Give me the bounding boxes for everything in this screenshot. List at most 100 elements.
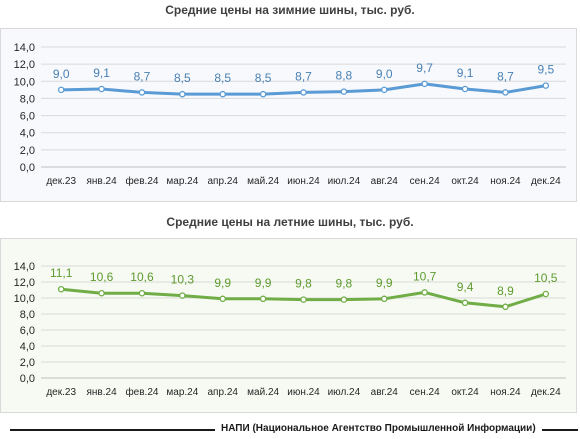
data-label: 9,7	[416, 61, 433, 75]
x-tick-label: дек.23	[46, 387, 76, 398]
y-tick-label: 2,0	[20, 357, 35, 369]
data-label: 9,0	[376, 67, 393, 81]
data-label: 9,4	[457, 280, 474, 294]
x-tick-label: мар.24	[166, 176, 198, 187]
x-tick-label: сен.24	[410, 387, 440, 398]
data-point	[98, 85, 105, 93]
x-tick-label: мар.24	[166, 387, 198, 398]
summer-tire-chart: 0,0 2,0 4,0 6,0 8,0 10,0 12,0 14,0 дек.23 янв.24 ф…	[14, 261, 566, 398]
x-tick-label: янв.24	[86, 176, 117, 187]
data-label: 9,8	[295, 277, 312, 291]
x-tick-label: авг.24	[371, 176, 399, 187]
y-tick-label: 6,0	[20, 325, 35, 337]
data-point	[219, 90, 226, 98]
x-tick-label: фев.24	[125, 386, 158, 398]
x-tick-label: ноя.24	[490, 387, 521, 398]
data-label: 9,5	[537, 63, 554, 77]
data-point	[179, 90, 186, 98]
data-point	[219, 295, 226, 303]
data-label: 8,8	[336, 69, 353, 83]
data-point	[138, 289, 146, 297]
y-tick-label: 0,0	[20, 162, 35, 174]
y-tick-label: 14,0	[14, 42, 35, 54]
data-point	[57, 86, 65, 94]
data-label: 11,1	[50, 266, 73, 280]
data-point	[259, 295, 267, 303]
data-point	[300, 89, 307, 96]
chart-title-winter: Средние цены на зимние шины, тыс. руб.	[165, 3, 415, 17]
x-tick-label: май.24	[247, 176, 279, 187]
data-label: 9,1	[457, 66, 474, 80]
data-label: 8,5	[255, 71, 272, 85]
data-point	[381, 86, 388, 94]
data-label: 8,9	[497, 284, 514, 298]
y-tick-label: 4,0	[20, 128, 35, 140]
data-point	[381, 295, 388, 303]
y-tick-label: 12,0	[14, 59, 35, 71]
x-tick-label: апр.24	[208, 176, 239, 187]
data-point	[542, 82, 550, 89]
data-label: 9,0	[53, 67, 70, 81]
data-label: 8,7	[497, 69, 514, 83]
data-label: 8,7	[295, 69, 312, 83]
data-point	[57, 285, 65, 293]
chart-panel-winter: 0,0 2,0 4,0 6,0 8,0 10,0 12,0 14,0 дек.23 янв.24 ф…	[0, 28, 577, 202]
chart-panel-summer: 0,0 2,0 4,0 6,0 8,0 10,0 12,0 14,0 дек.23 янв.24 ф…	[0, 238, 577, 413]
x-tick-label: фев.24	[125, 175, 158, 187]
data-label: 10,7	[413, 269, 437, 283]
x-tick-label: янв.24	[86, 387, 117, 398]
y-tick-label: 6,0	[20, 111, 35, 123]
data-point	[502, 303, 509, 311]
data-point	[259, 90, 267, 98]
data-label: 10,3	[171, 273, 195, 287]
x-tick-label: май.24	[247, 387, 279, 398]
x-tick-label: июл.24	[328, 176, 361, 187]
data-label: 10,5	[534, 271, 558, 285]
y-tick-label: 14,0	[14, 261, 35, 273]
data-label: 9,1	[93, 66, 110, 80]
x-tick-label: апр.24	[208, 387, 239, 398]
data-label: 8,5	[174, 71, 191, 85]
data-point	[421, 80, 428, 88]
winter-tire-chart: 0,0 2,0 4,0 6,0 8,0 10,0 12,0 14,0 дек.23 янв.24 ф…	[14, 42, 566, 187]
x-tick-label: июл.24	[328, 387, 361, 398]
data-point	[461, 299, 469, 307]
x-tick-label: дек.24	[531, 176, 561, 187]
x-tick-label: окт.24	[451, 176, 479, 187]
y-tick-label: 2,0	[20, 145, 35, 157]
data-label: 10,6	[90, 270, 114, 284]
data-label: 10,6	[130, 270, 154, 284]
y-tick-label: 10,0	[14, 293, 35, 305]
data-label: 9,8	[336, 277, 353, 291]
x-tick-label: ноя.24	[490, 176, 521, 187]
data-point	[179, 292, 186, 299]
y-tick-label: 10,0	[14, 76, 35, 88]
y-tick-label: 4,0	[20, 341, 35, 353]
x-tick-label: дек.24	[531, 387, 561, 398]
data-point	[461, 85, 469, 93]
x-tick-label: июн.24	[287, 176, 320, 187]
data-point	[98, 289, 105, 297]
y-tick-label: 8,0	[20, 309, 35, 321]
footer-source: НАПИ (Национальное Агентство Промышленно…	[215, 423, 542, 434]
data-label: 9,9	[376, 276, 393, 290]
data-point	[421, 289, 428, 296]
x-tick-label: июн.24	[287, 387, 320, 398]
data-point	[502, 89, 509, 96]
data-point	[138, 89, 146, 96]
x-tick-label: дек.23	[46, 176, 76, 187]
data-point	[542, 290, 550, 298]
x-tick-label: авг.24	[371, 387, 399, 398]
data-point	[340, 88, 348, 95]
y-tick-label: 8,0	[20, 93, 35, 105]
y-tick-label: 12,0	[14, 277, 35, 289]
data-point	[300, 296, 307, 303]
x-tick-label: сен.24	[410, 176, 440, 187]
data-label: 8,5	[214, 71, 231, 85]
data-label: 9,9	[214, 276, 231, 290]
chart-title-summer: Средние цены на летние шины, тыс. руб.	[166, 215, 414, 229]
data-point	[340, 296, 348, 303]
data-label: 9,9	[255, 276, 272, 290]
data-label: 8,7	[134, 69, 151, 83]
y-tick-label: 0,0	[20, 373, 35, 385]
